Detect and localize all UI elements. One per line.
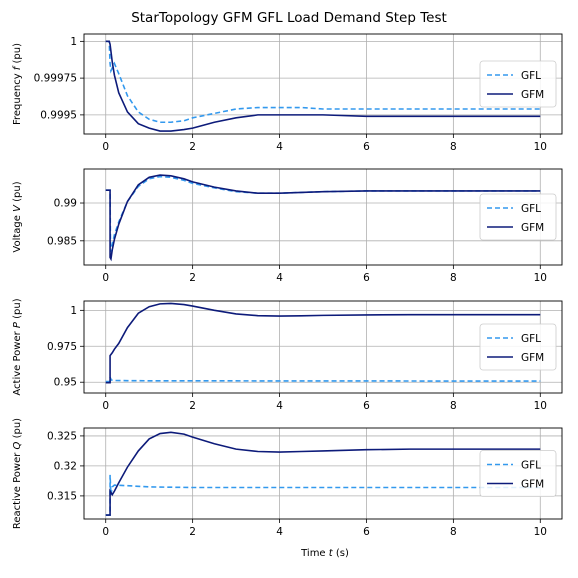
x-tick-label: 10 [534,400,547,412]
legend-label-gfl: GFL [521,460,541,472]
y-tick-label: 0.99975 [34,73,77,85]
series-line-gfl [105,376,541,383]
y-tick-label: 0.95 [54,377,77,389]
x-axis-label: Time t (s) [300,548,349,559]
legend-label-gfm: GFM [521,479,544,491]
x-tick-label: 6 [363,400,370,412]
legend-label-gfm: GFM [521,222,544,234]
y-axis-label: Active Power P (pu) [12,298,23,395]
x-tick-label: 0 [102,141,109,153]
x-tick-label: 10 [534,272,547,284]
legend-label-gfl: GFL [521,70,541,82]
y-axis-label: Frequency f (pu) [12,43,23,125]
x-tick-label: 0 [102,526,109,538]
x-tick-label: 6 [363,141,370,153]
subplot-4: 0 2 4 6 8 10 0.315 0.32 0.325 Reactive Power Q (p… [12,418,563,538]
y-tick-label: 0.315 [47,490,77,502]
legend-label-gfl: GFL [521,333,541,345]
axes-frame [83,300,563,394]
y-tick-label: 0.99 [54,198,77,210]
x-tick-label: 4 [276,400,283,412]
legend-label-gfl: GFL [521,203,541,215]
series-line-gfl [105,40,541,124]
x-tick-label: 10 [534,141,547,153]
x-tick-label: 6 [363,526,370,538]
x-tick-label: 0 [102,272,109,284]
y-tick-label: 0.985 [47,235,77,247]
axes-frame [83,427,563,520]
x-tick-label: 2 [189,141,196,153]
y-tick-label: 1 [70,36,77,48]
x-tick-label: 6 [363,272,370,284]
x-tick-label: 4 [276,526,283,538]
legend: GFL GFM [479,60,557,108]
y-tick-label: 0.9995 [40,109,77,121]
series-line-gfm [105,40,541,132]
legend: GFL GFM [479,450,557,497]
x-tick-label: 4 [276,272,283,284]
x-tick-label: 8 [450,272,457,284]
legend-box [479,450,557,497]
subplot-1: 0 2 4 6 8 10 0.9995 0.99975 1 Frequency f (pu) GFL… [12,33,563,153]
axes-frame [83,168,563,266]
subplot-2: 0 2 4 6 8 10 0.985 0.99 Voltage V (pu) GFL GFM [12,168,563,284]
legend-box [479,60,557,108]
figure-title: StarTopology GFM GFL Load Demand Step Te… [131,10,447,26]
legend-box [479,323,557,371]
series-line-gfm [105,431,541,516]
y-tick-label: 0.325 [47,430,77,442]
legend-label-gfm: GFM [521,89,544,101]
x-tick-label: 0 [102,400,109,412]
y-tick-label: 0.32 [54,460,77,472]
legend: GFL GFM [479,193,557,241]
series-line-gfm [105,174,541,262]
x-tick-label: 2 [189,272,196,284]
y-tick-label: 1 [70,305,77,317]
axes-frame [83,33,563,135]
legend-label-gfm: GFM [521,352,544,364]
x-tick-label: 2 [189,526,196,538]
legend-box [479,193,557,241]
series-line-gfl [105,474,541,516]
x-tick-label: 8 [450,526,457,538]
x-tick-label: 4 [276,141,283,153]
x-tick-label: 8 [450,141,457,153]
legend: GFL GFM [479,323,557,371]
series-line-gfm [105,302,541,384]
y-tick-label: 0.975 [47,341,77,353]
y-axis-label: Reactive Power Q (pu) [12,418,23,529]
y-axis-label: Voltage V (pu) [12,181,23,252]
x-tick-label: 2 [189,400,196,412]
x-tick-label: 8 [450,400,457,412]
x-tick-label: 10 [534,526,547,538]
